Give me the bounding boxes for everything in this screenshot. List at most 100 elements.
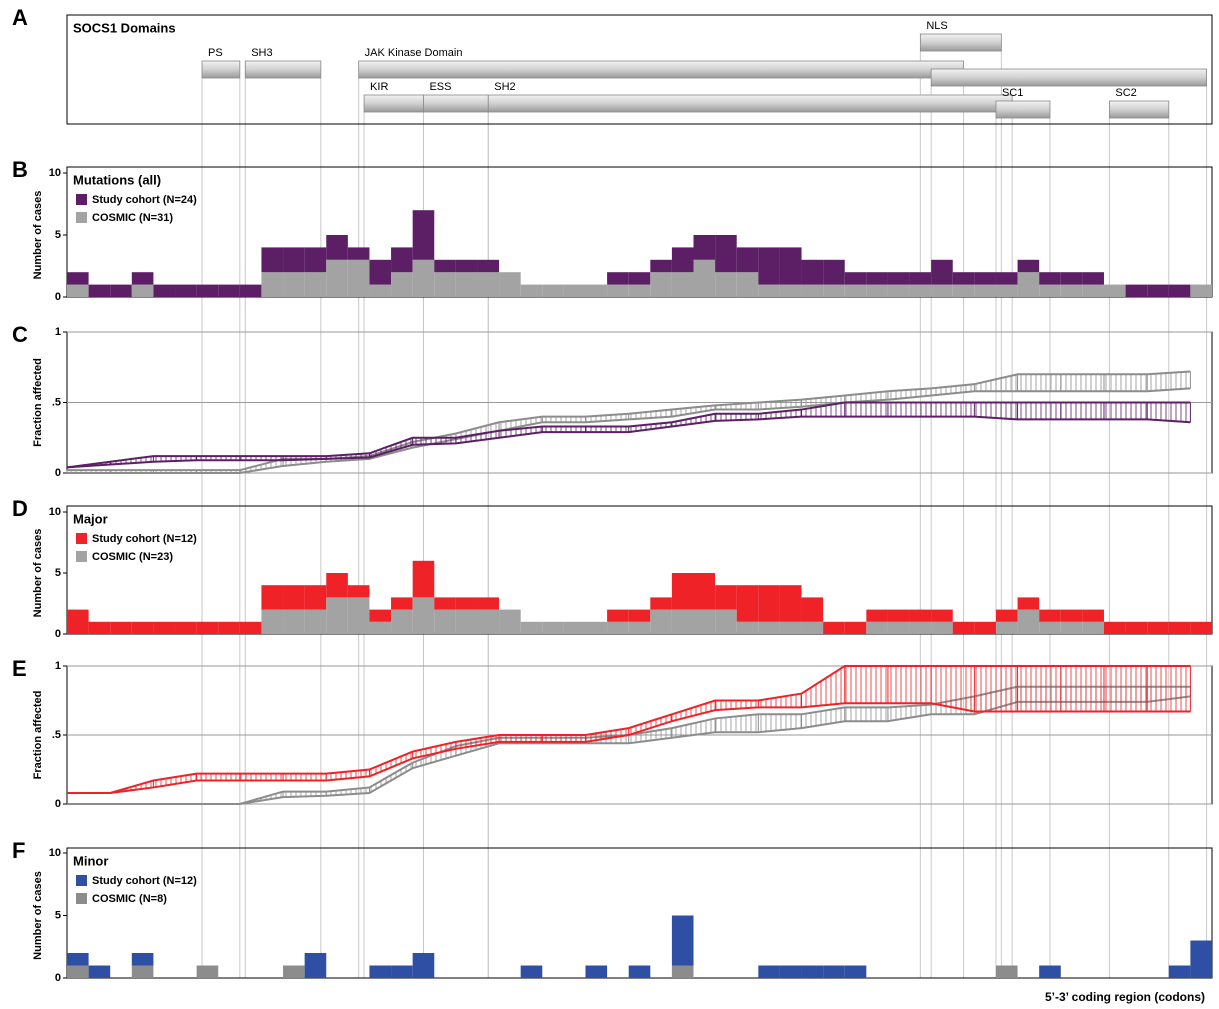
bar bbox=[326, 235, 348, 260]
domain-bar bbox=[358, 60, 964, 79]
legend-label: Study cohort (N=24) bbox=[92, 194, 197, 206]
bar bbox=[153, 284, 176, 297]
bar bbox=[736, 247, 759, 273]
y-tick-label: 0 bbox=[55, 798, 61, 810]
bar bbox=[412, 210, 435, 260]
bar bbox=[887, 272, 910, 285]
bar bbox=[585, 965, 608, 978]
bar bbox=[715, 235, 737, 273]
panel-layer: A SOCS1 Domains PS SH3 JAK Kinase Domain NLS K… bbox=[12, 5, 1213, 1004]
bar bbox=[477, 609, 500, 634]
bar bbox=[304, 609, 327, 634]
bar bbox=[779, 247, 802, 285]
domain-label: JAK Kinase Domain bbox=[365, 47, 463, 59]
bar bbox=[391, 272, 413, 297]
bar bbox=[88, 284, 111, 297]
bar bbox=[175, 621, 197, 634]
bar bbox=[110, 621, 132, 634]
domain-label: SC1 bbox=[1002, 87, 1023, 99]
bar bbox=[736, 621, 759, 634]
bar bbox=[887, 609, 910, 622]
bar bbox=[1168, 621, 1191, 634]
bar bbox=[758, 247, 780, 285]
bar bbox=[607, 609, 629, 622]
bar bbox=[779, 965, 802, 978]
bar bbox=[347, 259, 370, 297]
panel-title: Major bbox=[73, 511, 108, 526]
bar bbox=[866, 272, 888, 285]
bar bbox=[153, 621, 176, 634]
bar bbox=[304, 585, 327, 610]
bar bbox=[931, 609, 953, 622]
y-tick-label: 0 bbox=[55, 467, 61, 479]
bar bbox=[434, 272, 456, 297]
bar bbox=[952, 621, 975, 634]
legend-swatch bbox=[76, 212, 87, 223]
bar bbox=[995, 621, 1018, 634]
bar bbox=[715, 609, 737, 634]
legend-swatch bbox=[76, 893, 87, 904]
bar bbox=[239, 284, 262, 297]
bar bbox=[995, 284, 1018, 297]
bar bbox=[671, 247, 694, 273]
bar bbox=[1125, 284, 1148, 297]
line bbox=[67, 387, 1191, 474]
legend-label: COSMIC (N=8) bbox=[92, 893, 167, 905]
y-axis-label: Fraction affected bbox=[32, 691, 44, 780]
bar bbox=[283, 247, 305, 273]
domain-bar bbox=[244, 60, 322, 79]
bar bbox=[369, 965, 392, 978]
bar bbox=[1082, 609, 1104, 622]
bar bbox=[196, 965, 219, 978]
bar bbox=[1082, 621, 1104, 634]
bar bbox=[455, 609, 478, 634]
bar bbox=[607, 284, 629, 297]
bar bbox=[693, 259, 716, 297]
bar bbox=[671, 272, 694, 297]
bar bbox=[1103, 284, 1126, 297]
bar bbox=[866, 284, 888, 297]
bar bbox=[1060, 609, 1083, 622]
bar bbox=[1017, 259, 1040, 273]
guide-layer bbox=[201, 51, 1208, 978]
domain-label: SH3 bbox=[251, 47, 272, 59]
legend-swatch bbox=[76, 875, 87, 886]
bar bbox=[779, 284, 802, 297]
bar bbox=[131, 284, 154, 297]
legend-label: COSMIC (N=23) bbox=[92, 551, 173, 563]
bar bbox=[1190, 621, 1212, 634]
bar bbox=[1147, 621, 1169, 634]
bar bbox=[391, 965, 413, 978]
bar bbox=[693, 609, 716, 634]
bar bbox=[455, 272, 478, 297]
bar bbox=[779, 621, 802, 634]
bar bbox=[1017, 597, 1040, 610]
bar bbox=[758, 585, 780, 622]
bar bbox=[887, 621, 910, 634]
bar bbox=[909, 621, 932, 634]
bar bbox=[650, 609, 672, 634]
bar bbox=[283, 585, 305, 610]
line bbox=[66, 415, 1191, 469]
bar bbox=[131, 272, 154, 285]
domain-bar bbox=[1108, 100, 1170, 119]
bar bbox=[801, 965, 824, 978]
bar bbox=[823, 284, 845, 297]
bar bbox=[261, 272, 284, 297]
panel-letter: E bbox=[12, 656, 27, 681]
panel-letter: B bbox=[12, 157, 28, 182]
bar bbox=[499, 609, 521, 634]
bar bbox=[844, 284, 867, 297]
bar bbox=[369, 621, 392, 634]
bar bbox=[1017, 609, 1040, 634]
bar bbox=[887, 284, 910, 297]
bar bbox=[391, 609, 413, 634]
bar bbox=[520, 621, 543, 634]
bar bbox=[671, 609, 694, 634]
domain-bar bbox=[363, 94, 424, 113]
y-tick-label: 0 bbox=[55, 972, 61, 984]
bar bbox=[542, 621, 564, 634]
bar bbox=[671, 573, 694, 610]
bar bbox=[823, 259, 845, 285]
